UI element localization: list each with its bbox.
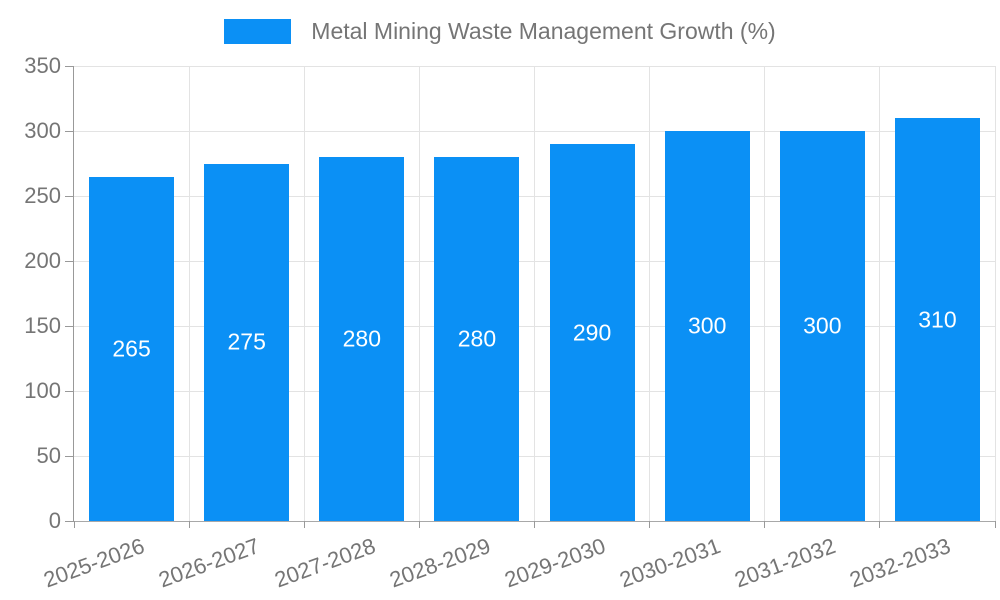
bar-2029-2030[interactable]: 290 — [549, 144, 635, 521]
x-tick-mark — [418, 521, 420, 528]
legend-swatch — [224, 19, 292, 44]
x-gridline — [994, 66, 996, 521]
y-tick-mark — [65, 325, 74, 327]
bar-2030-2031[interactable]: 300 — [664, 131, 750, 521]
x-axis-label: 2027-2028 — [270, 533, 379, 593]
bar-value-label: 300 — [688, 312, 727, 339]
x-gridline — [764, 66, 766, 521]
x-axis-label: 2025-2026 — [40, 533, 149, 593]
x-tick-mark — [534, 521, 535, 528]
bar-2027-2028[interactable]: 280 — [319, 157, 405, 521]
y-tick-mark — [65, 520, 74, 522]
bar-2025-2026[interactable]: 265 — [89, 176, 175, 521]
x-tick-mark — [303, 521, 305, 528]
y-tick-mark — [65, 130, 74, 132]
bar-value-label: 290 — [572, 319, 612, 345]
x-axis-label: 2029-2030 — [501, 533, 609, 593]
y-tick-mark — [65, 65, 74, 67]
x-axis-label: 2026-2027 — [155, 533, 264, 593]
x-tick-mark — [994, 521, 996, 528]
bar-2028-2029[interactable]: 280 — [434, 157, 520, 521]
y-tick-label: 300 — [24, 118, 61, 143]
chart-legend[interactable]: Metal Mining Waste Management Growth (%) — [0, 18, 1000, 45]
y-tick-label: 100 — [24, 378, 61, 403]
x-tick-mark — [649, 521, 651, 528]
bar-value-label: 310 — [918, 306, 957, 332]
bar-value-label: 280 — [342, 325, 381, 352]
y-tick-mark — [65, 455, 74, 457]
bar-2032-2033[interactable]: 310 — [894, 118, 980, 521]
legend-label: Metal Mining Waste Management Growth (%) — [311, 18, 776, 44]
bar-2026-2027[interactable]: 275 — [204, 163, 290, 521]
x-axis-label: 2030-2031 — [616, 533, 724, 593]
bar-value-label: 265 — [112, 335, 151, 362]
x-gridline — [879, 66, 881, 521]
y-tick-label: 150 — [24, 313, 61, 338]
y-tick-label: 50 — [36, 443, 61, 468]
y-tick-mark — [65, 260, 74, 262]
x-axis-label: 2028-2029 — [386, 533, 494, 593]
bar-value-label: 300 — [803, 312, 842, 339]
x-axis-label: 2032-2033 — [846, 533, 954, 593]
bar-value-label: 275 — [227, 328, 266, 355]
bar-value-label: 280 — [457, 325, 497, 352]
y-tick-label: 250 — [24, 183, 61, 208]
x-gridline — [534, 66, 535, 521]
y-tick-label: 350 — [24, 53, 61, 78]
bar-2031-2032[interactable]: 300 — [779, 131, 865, 521]
x-gridline — [649, 66, 651, 521]
x-tick-mark — [879, 521, 881, 528]
x-tick-mark — [188, 521, 190, 528]
x-tick-mark — [764, 521, 766, 528]
y-tick-label: 0 — [48, 508, 61, 533]
y-tick-mark — [65, 390, 74, 392]
y-tick-label: 200 — [24, 248, 61, 273]
x-gridline — [188, 66, 190, 521]
y-tick-mark — [65, 195, 74, 197]
x-tick-mark — [73, 521, 75, 528]
plot-area: 0 50 100 150 200 250 300 350 265 2025-2026 275 2026… — [24, 53, 996, 592]
x-gridline — [303, 66, 305, 521]
y-axis-line — [73, 66, 74, 521]
x-axis-label: 2031-2032 — [731, 533, 839, 593]
x-gridline — [418, 66, 420, 521]
